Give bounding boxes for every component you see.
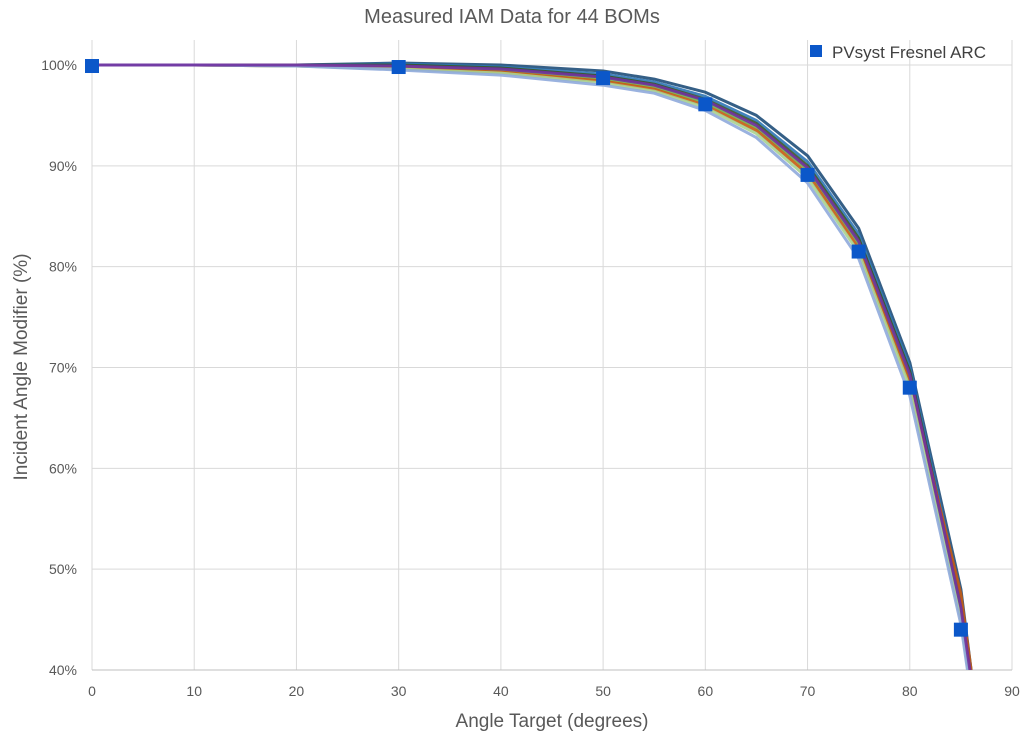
- pvsyst-marker: [851, 244, 866, 259]
- pvsyst-marker: [596, 71, 611, 86]
- bom-curve: [92, 62, 972, 670]
- y-tick-label: 100%: [41, 57, 77, 73]
- pvsyst-marker: [800, 167, 815, 182]
- y-tick-label: 80%: [49, 259, 77, 275]
- x-tick-label: 50: [595, 683, 611, 699]
- bom-curve: [92, 63, 971, 670]
- bom-curve: [92, 61, 973, 670]
- pvsyst-marker: [902, 380, 917, 395]
- axes: 40% 50% 60% 70% 80% 90% 100% 0 10 20 30 40 50 60 70 80 9…: [41, 57, 1020, 699]
- pvsyst-marker: [85, 59, 99, 74]
- x-axis-title: Angle Target (degrees): [456, 711, 649, 732]
- pvsyst-marker: [698, 97, 713, 112]
- bom-series-group: [92, 61, 973, 670]
- y-axis-title: Incident Angle Modifier (%): [11, 253, 32, 480]
- x-tick-label: 90: [1004, 683, 1020, 699]
- y-tick-label: 40%: [49, 662, 77, 678]
- y-tick-label: 90%: [49, 158, 77, 174]
- legend-marker-square: [810, 45, 822, 57]
- legend: PVsyst Fresnel ARC: [810, 43, 986, 62]
- x-tick-label: 0: [88, 683, 96, 699]
- x-tick-label: 60: [698, 683, 714, 699]
- x-tick-label: 10: [186, 683, 202, 699]
- pvsyst-marker: [391, 60, 406, 75]
- x-tick-label: 80: [902, 683, 918, 699]
- x-tick-label: 70: [800, 683, 816, 699]
- grid-lines: [91, 40, 1013, 671]
- bom-curve: [92, 63, 972, 670]
- x-tick-label: 40: [493, 683, 509, 699]
- bom-curve: [92, 63, 970, 670]
- pvsyst-marker: [953, 622, 968, 637]
- bom-curve: [92, 63, 969, 670]
- chart-title: Measured IAM Data for 44 BOMs: [364, 6, 660, 28]
- bom-curve: [92, 63, 972, 670]
- y-tick-label: 50%: [49, 561, 77, 577]
- x-tick-label: 30: [391, 683, 407, 699]
- x-tick-label: 20: [289, 683, 305, 699]
- pvsyst-series-group: [85, 59, 968, 637]
- legend-label: PVsyst Fresnel ARC: [832, 43, 986, 62]
- y-tick-label: 60%: [49, 460, 77, 476]
- y-tick-label: 70%: [49, 360, 77, 376]
